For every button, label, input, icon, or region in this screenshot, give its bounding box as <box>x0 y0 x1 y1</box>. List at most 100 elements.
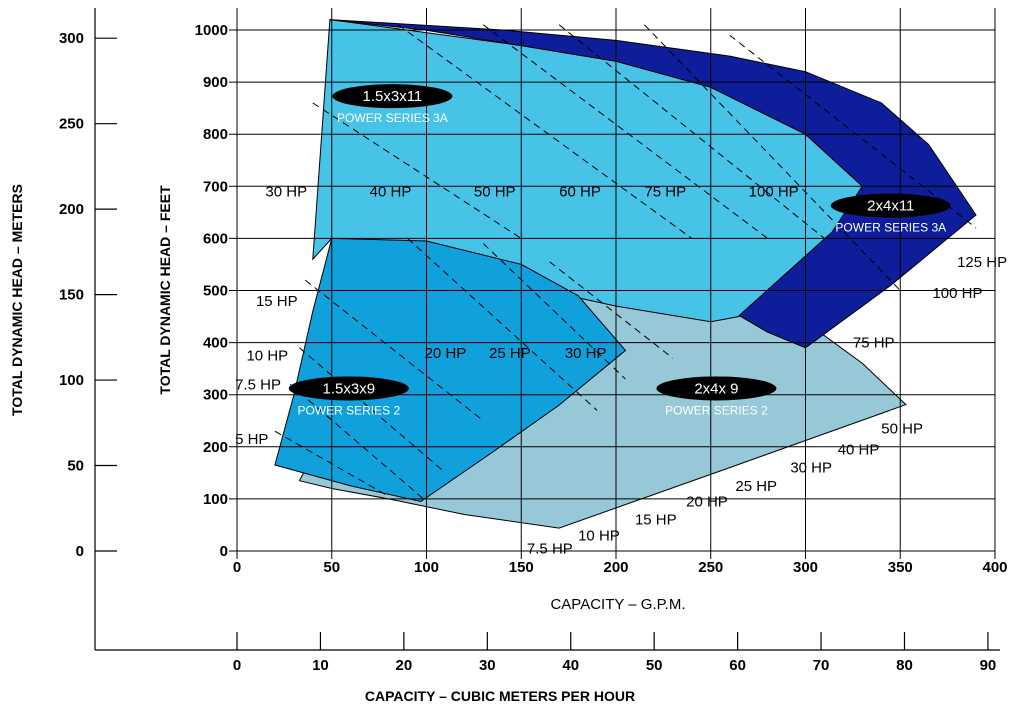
model-name: 1.5x3x9 <box>323 380 376 397</box>
badge-oval <box>656 376 777 401</box>
tick-labels: 0 50 100 150 200 250 300 350 4000100200300400500… <box>59 22 1008 674</box>
badge-oval <box>830 193 951 218</box>
y2-tick-label: 0 <box>76 543 84 560</box>
hp-label: 50 HP <box>474 184 516 201</box>
y2-tick-label: 100 <box>59 372 84 389</box>
y2-tick-label: 300 <box>59 30 84 47</box>
x2-tick-label: 60 <box>729 657 746 674</box>
y-tick-label: 500 <box>203 283 228 300</box>
model-name: 1.5x3x11 <box>363 88 423 105</box>
series-name: POWER SERIES 2 <box>665 403 768 417</box>
hp-label: 100 HP <box>932 285 982 302</box>
hp-label: 75 HP <box>644 184 686 201</box>
x2-tick-label: 40 <box>562 657 579 674</box>
x-tick-label: 100 <box>414 559 439 576</box>
region-2x4x11 <box>329 19 977 349</box>
hp-label: 10 HP <box>578 527 620 544</box>
power-line <box>483 243 626 380</box>
series-name: POWER SERIES 3A <box>337 111 448 125</box>
hp-label: 30 HP <box>265 184 307 201</box>
model-badge: 1.5x3x11 POWER SERIES 3A <box>332 84 453 125</box>
hp-label: 7.5 HP <box>235 376 281 393</box>
hp-label: 10 HP <box>246 348 288 365</box>
x2-tick-label: 80 <box>896 657 913 674</box>
power-line <box>274 430 389 497</box>
power-line <box>312 102 522 239</box>
y-tick-label: 100 <box>203 491 228 508</box>
x-tick-label: 200 <box>603 559 628 576</box>
y-tick-label: 800 <box>203 126 228 143</box>
y-tick-label: 1000 <box>195 22 228 39</box>
x-tick-label: 150 <box>509 559 534 576</box>
model-badge: 2x4x11 POWER SERIES 3A <box>830 193 951 235</box>
y-tick-label: 200 <box>203 439 228 456</box>
x2-tick-label: 30 <box>479 657 496 674</box>
hp-label: 100 HP <box>749 184 799 201</box>
badge-oval <box>288 376 409 401</box>
x2-tick-label: 50 <box>646 657 663 674</box>
hp-label: 20 HP <box>686 494 728 511</box>
model-badges: 1.5x3x11 POWER SERIES 3A 2x4x11 POWER SERIE… <box>288 84 951 417</box>
hp-label: 5 HP <box>235 431 268 448</box>
y-tick-label: 400 <box>203 335 228 352</box>
hp-label: 50 HP <box>881 421 923 438</box>
series-name: POWER SERIES 2 <box>297 403 400 417</box>
hp-label: 40 HP <box>370 184 412 201</box>
power-line <box>304 279 484 422</box>
x2-tick-label: 70 <box>813 657 830 674</box>
x-axis-label: CAPACITY – G.P.M. <box>550 596 685 613</box>
axes <box>94 8 1000 651</box>
power-line <box>397 24 693 239</box>
power-lines <box>274 24 977 502</box>
hp-label: 125 HP <box>957 254 1007 271</box>
y2-tick-label: 50 <box>67 458 84 475</box>
x2-axis-label: CAPACITY – CUBIC METERS PER HOUR <box>365 688 635 704</box>
badge-oval <box>332 84 453 109</box>
hp-label: 20 HP <box>425 345 467 362</box>
hp-label: 15 HP <box>635 512 677 529</box>
y-tick-label: 0 <box>220 543 228 560</box>
y2-tick-label: 150 <box>59 287 84 304</box>
y-axis-label: TOTAL DYNAMIC HEAD – FEET <box>157 185 173 395</box>
x2-tick-label: 90 <box>980 657 997 674</box>
series-name: POWER SERIES 3A <box>835 221 946 235</box>
x2-tick-label: 10 <box>312 657 329 674</box>
y-tick-label: 300 <box>203 387 228 404</box>
x-tick-label: 250 <box>698 559 723 576</box>
hp-label: 7.5 HP <box>527 540 573 557</box>
model-badge: 2x4x 9 POWER SERIES 2 <box>656 376 777 417</box>
power-line <box>407 238 598 411</box>
y-tick-label: 600 <box>203 230 228 247</box>
model-badge: 1.5x3x9 POWER SERIES 2 <box>288 376 409 417</box>
hp-label: 60 HP <box>559 184 601 201</box>
x2-tick-label: 0 <box>233 657 241 674</box>
y2-axis-label: TOTAL DYNAMIC HEAD – METERS <box>9 184 25 416</box>
y-tick-label: 700 <box>203 178 228 195</box>
x-tick-label: 50 <box>323 559 340 576</box>
hp-label: 40 HP <box>838 441 880 458</box>
hp-label: 30 HP <box>790 460 832 477</box>
power-line <box>729 34 977 229</box>
x-tick-label: 300 <box>793 559 818 576</box>
power-line <box>549 261 674 359</box>
model-name: 2x4x11 <box>867 198 914 215</box>
model-name: 2x4x 9 <box>694 380 738 397</box>
hp-label: 25 HP <box>489 345 531 362</box>
hp-label: 75 HP <box>853 335 895 352</box>
grid-lines <box>229 8 996 559</box>
power-line <box>644 24 901 291</box>
hp-label: 30 HP <box>565 345 607 362</box>
power-line <box>558 24 825 239</box>
power-line <box>289 383 427 502</box>
x-tick-label: 0 <box>233 559 241 576</box>
x-tick-label: 400 <box>982 559 1007 576</box>
y-tick-label: 900 <box>203 74 228 91</box>
hp-label: 25 HP <box>735 478 777 495</box>
power-line <box>299 347 446 474</box>
x-tick-label: 350 <box>888 559 913 576</box>
y2-tick-label: 250 <box>59 116 84 133</box>
hp-label: 15 HP <box>256 293 298 310</box>
y2-tick-label: 200 <box>59 201 84 218</box>
